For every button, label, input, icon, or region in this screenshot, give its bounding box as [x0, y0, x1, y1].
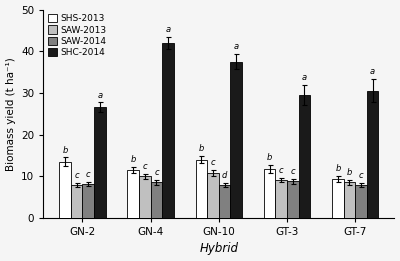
Bar — [230, 62, 242, 218]
Bar — [82, 184, 94, 218]
Text: b: b — [347, 168, 352, 177]
Text: c: c — [359, 171, 363, 180]
Text: a: a — [234, 42, 239, 51]
Bar — [139, 176, 151, 218]
Text: b: b — [267, 153, 272, 162]
Text: b: b — [130, 155, 136, 164]
Y-axis label: Biomass yield (t ha⁻¹): Biomass yield (t ha⁻¹) — [6, 57, 16, 171]
Text: a: a — [370, 67, 375, 76]
Bar — [94, 108, 106, 218]
Bar — [344, 182, 355, 218]
Bar — [332, 179, 344, 218]
Text: c: c — [279, 166, 284, 175]
Bar — [264, 169, 276, 218]
Text: d: d — [222, 171, 227, 180]
Text: b: b — [62, 146, 68, 155]
Text: c: c — [290, 167, 295, 176]
Text: a: a — [302, 73, 307, 82]
Bar — [207, 173, 219, 218]
Bar — [151, 182, 162, 218]
Legend: SHS-2013, SAW-2013, SAW-2014, SHC-2014: SHS-2013, SAW-2013, SAW-2014, SHC-2014 — [46, 12, 108, 59]
Text: b: b — [335, 164, 340, 173]
Text: a: a — [166, 25, 170, 34]
Bar — [299, 95, 310, 218]
Text: c: c — [211, 158, 215, 167]
Bar — [355, 185, 367, 218]
Text: c: c — [154, 168, 159, 177]
Bar — [71, 185, 82, 218]
Bar — [276, 180, 287, 218]
Bar — [162, 43, 174, 218]
Bar — [367, 91, 378, 218]
Bar — [128, 170, 139, 218]
Bar — [287, 181, 299, 218]
Bar — [219, 185, 230, 218]
Text: a: a — [97, 91, 102, 99]
X-axis label: Hybrid: Hybrid — [199, 242, 238, 256]
Bar — [59, 162, 71, 218]
Text: c: c — [74, 171, 79, 180]
Text: b: b — [199, 144, 204, 153]
Bar — [196, 159, 207, 218]
Text: c: c — [86, 170, 90, 179]
Text: c: c — [142, 162, 147, 171]
